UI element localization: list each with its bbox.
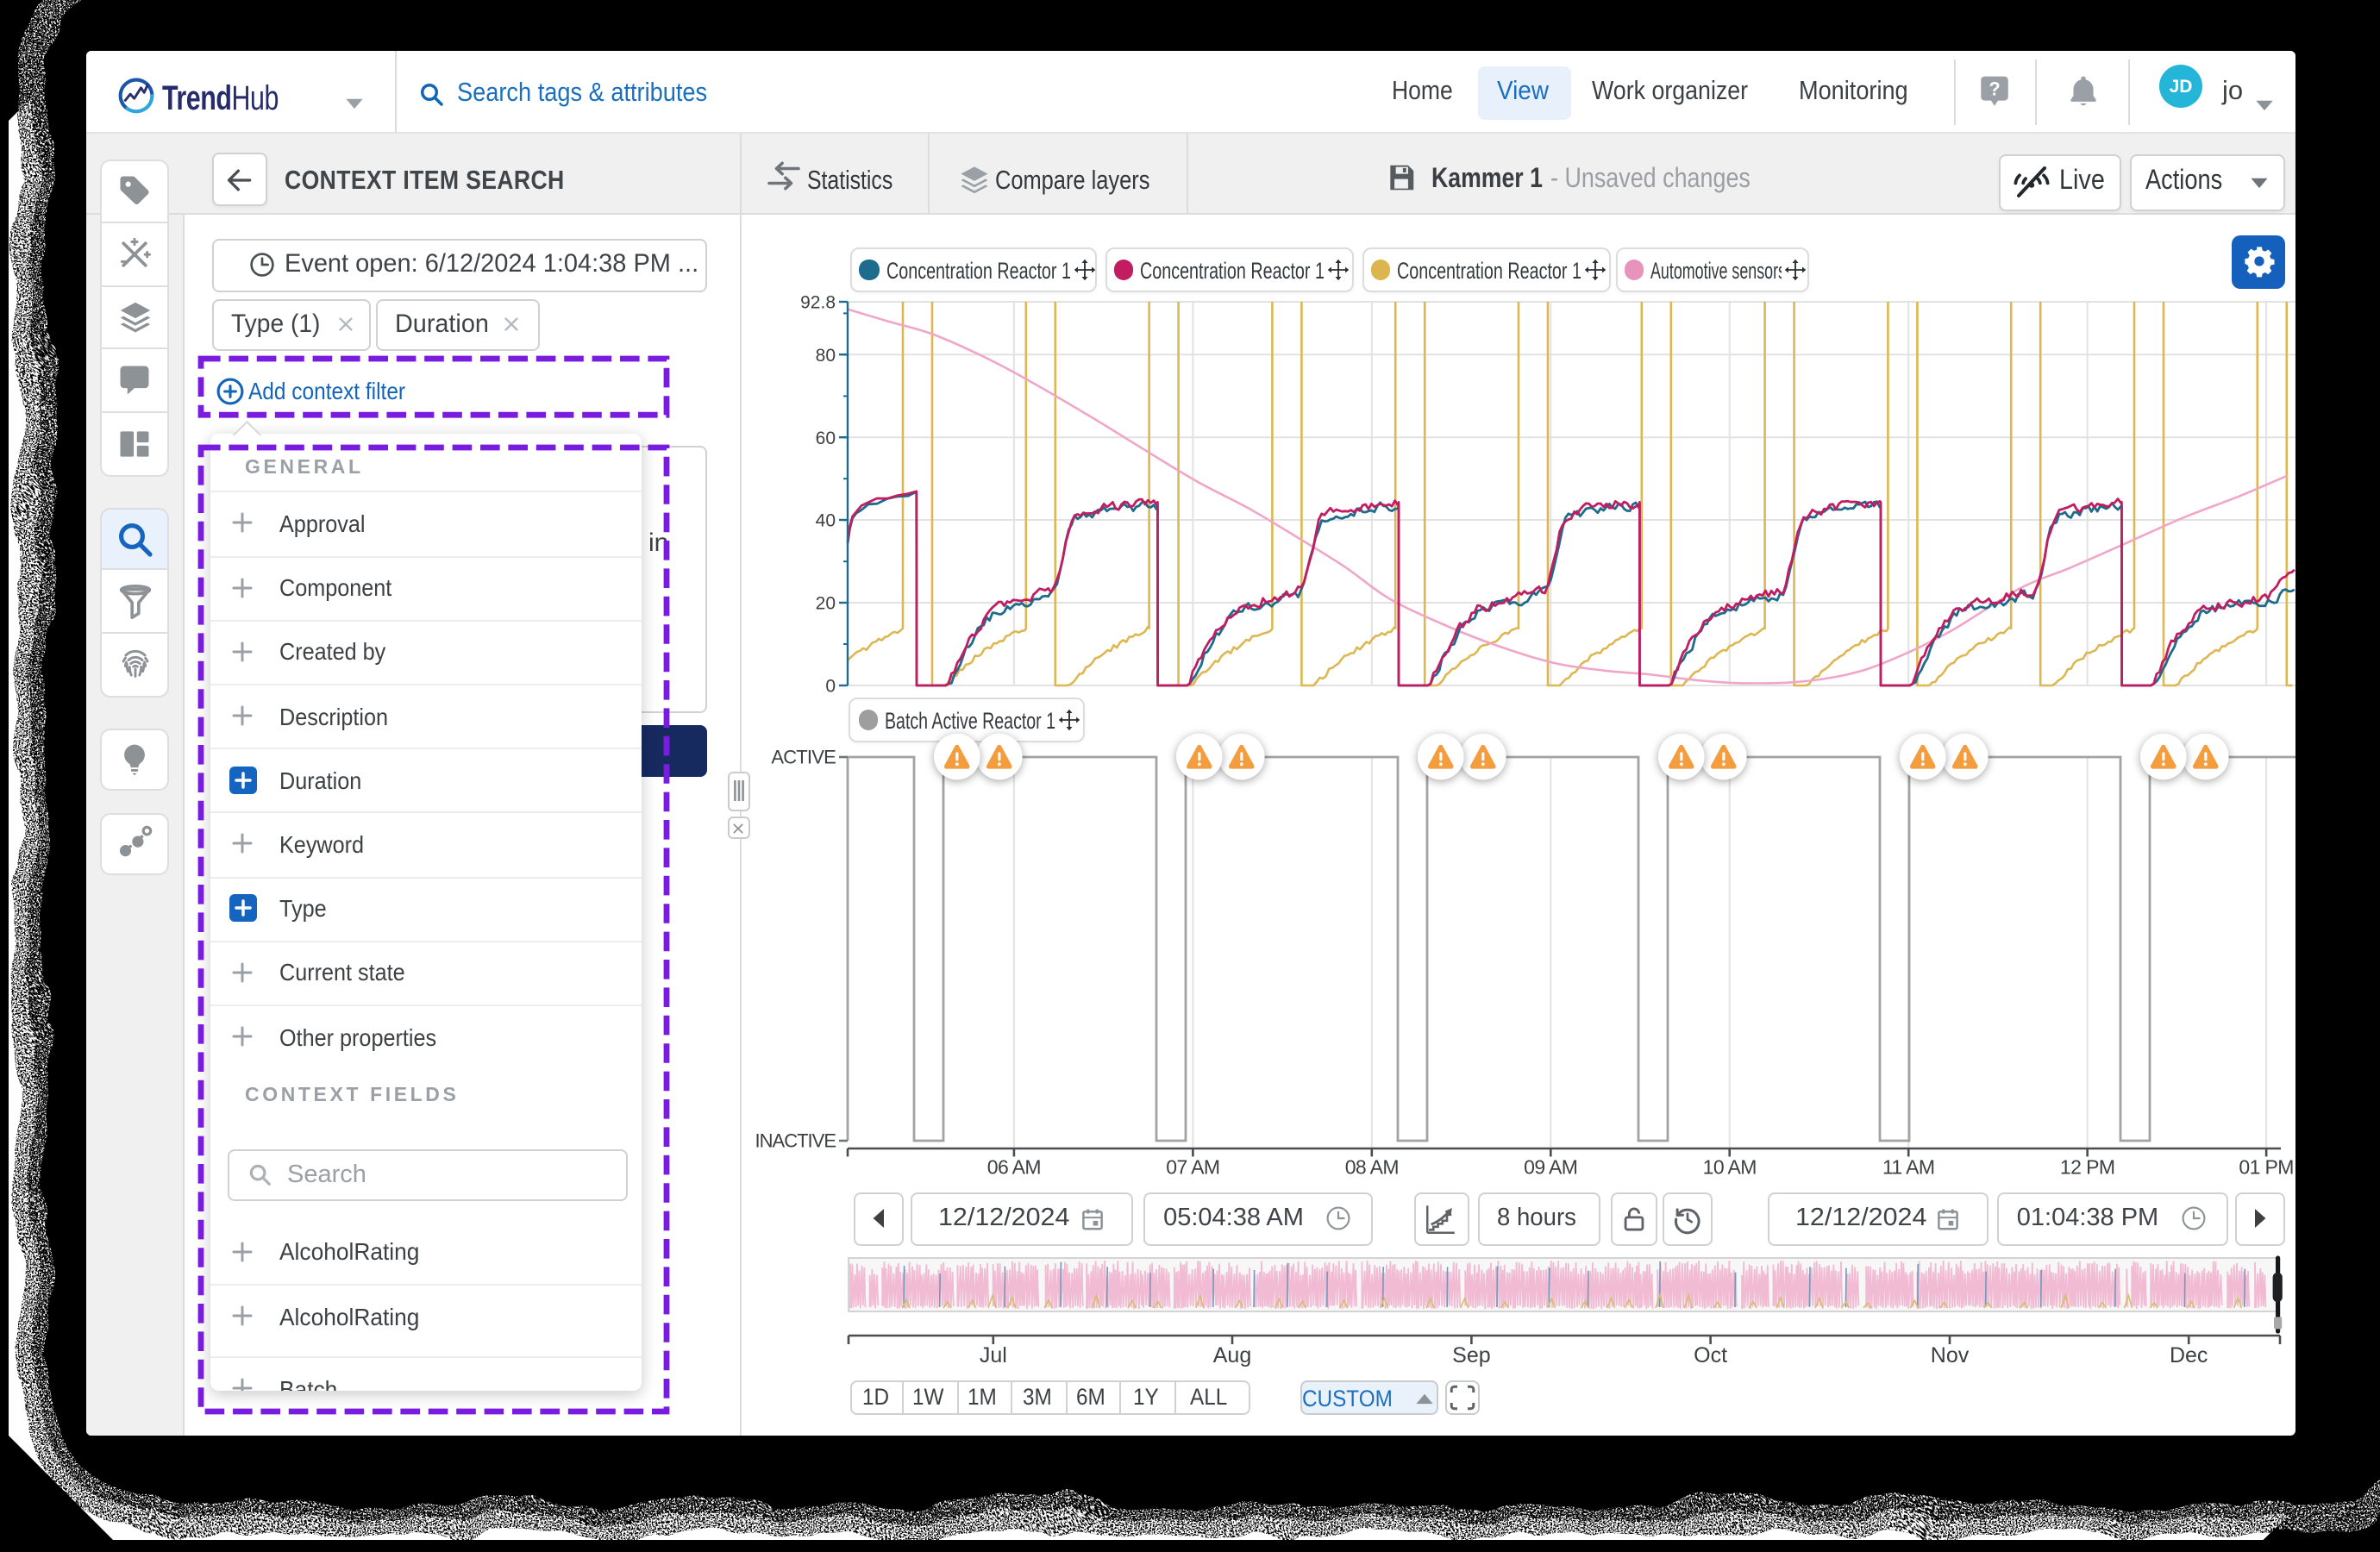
svg-text:0: 0 [824, 677, 835, 697]
svg-text:?: ? [1988, 78, 1999, 100]
svg-text:09 AM: 09 AM [1523, 1156, 1576, 1179]
svg-text:Sep: Sep [1451, 1343, 1489, 1367]
svg-text:07 AM: 07 AM [1165, 1156, 1218, 1179]
svg-text:INACTIVE: INACTIVE [755, 1130, 836, 1152]
svg-text:Aug: Aug [1212, 1343, 1250, 1367]
svg-text:Nov: Nov [1930, 1343, 1969, 1367]
svg-text:ACTIVE: ACTIVE [770, 747, 835, 768]
svg-text:01 PM: 01 PM [2238, 1156, 2292, 1179]
svg-text:Oct: Oct [1693, 1343, 1726, 1367]
svg-text:10 AM: 10 AM [1702, 1156, 1756, 1179]
svg-text:06 AM: 06 AM [986, 1156, 1040, 1179]
svg-text:80: 80 [815, 346, 835, 366]
svg-text:11 AM: 11 AM [1882, 1156, 1934, 1179]
svg-text:08 AM: 08 AM [1344, 1156, 1398, 1179]
svg-text:20: 20 [815, 594, 835, 614]
svg-text:40: 40 [815, 511, 835, 531]
svg-text:Jul: Jul [979, 1343, 1006, 1367]
svg-text:92.8: 92.8 [799, 293, 835, 313]
svg-text:Dec: Dec [2169, 1343, 2207, 1367]
svg-text:12 PM: 12 PM [2059, 1156, 2114, 1179]
svg-text:60: 60 [815, 429, 835, 448]
